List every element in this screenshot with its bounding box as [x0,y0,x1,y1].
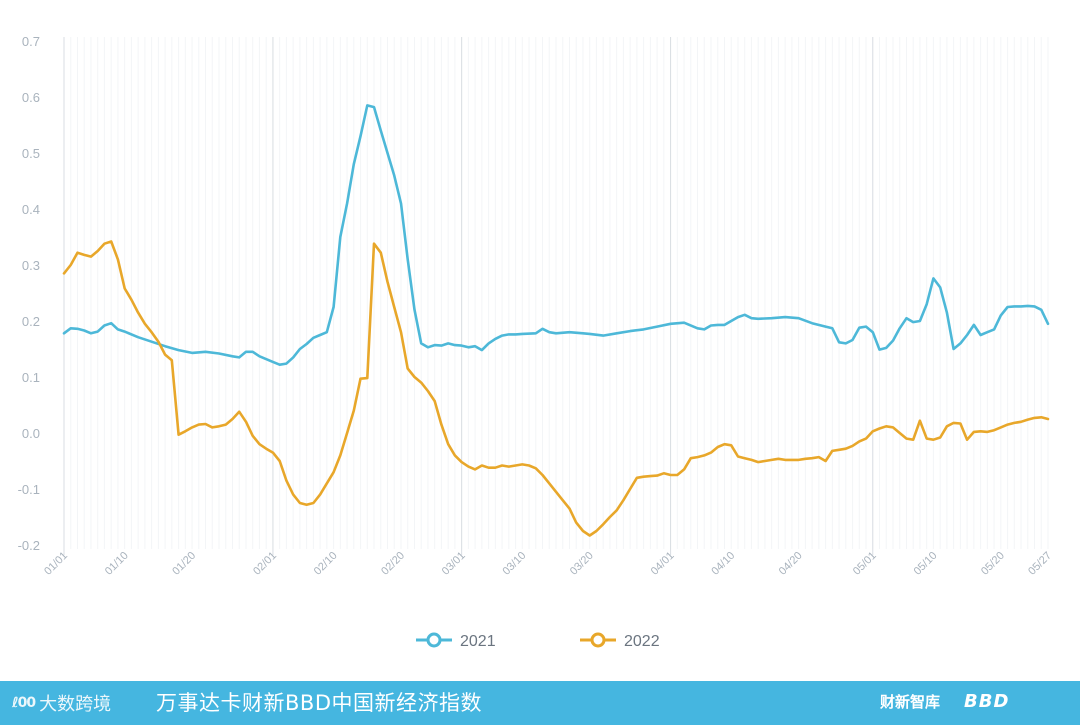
x-tick-label: 04/10 [709,550,737,578]
y-tick-label: 0.1 [22,370,40,385]
logo-mark-icon: ℓ00 [12,695,36,711]
legend-marker-icon [590,632,606,648]
x-tick-label: 03/20 [568,550,596,578]
y-tick-label: 0.5 [22,146,40,161]
legend: 2021 2022 [416,632,660,650]
x-tick-label: 01/10 [103,550,131,578]
x-tick-label: 05/10 [912,550,940,578]
x-axis-ticks: 01/01 01/10 01/20 02/01 02/10 02/20 03/01 03/10… [42,550,1054,578]
x-tick-label: 05/01 [851,550,879,578]
y-tick-label: 0.7 [22,34,40,49]
x-tick-label: 01/01 [42,550,70,578]
legend-item-2022: 2022 [580,632,660,650]
y-tick-label: 0.3 [22,258,40,273]
x-tick-label: 02/01 [251,550,279,578]
footer-logo-text: 大数跨境 [39,694,112,715]
x-tick-label: 04/20 [777,550,805,578]
y-tick-label: 0.2 [22,314,40,329]
y-tick-label: 0.6 [22,90,40,105]
x-tick-label: 04/01 [649,550,677,578]
footer-brand-bbd: BBD [964,691,1010,712]
x-tick-label: 02/10 [312,550,340,578]
y-axis-ticks: 0.7 0.6 0.5 0.4 0.3 0.2 0.1 0.0 -0.1 -0.2 [18,34,40,553]
footer-title: 万事达卡财新BBD中国新经济指数 [156,691,482,715]
series-lines [62,104,1050,537]
y-tick-label: -0.2 [18,538,40,553]
footer-banner: ℓ00 大数跨境 万事达卡财新BBD中国新经济指数 财新智库 BBD [0,681,1080,725]
footer-logo: ℓ00 大数跨境 [12,689,111,717]
x-tick-label: 03/01 [440,550,468,578]
legend-label: 2022 [624,633,660,650]
y-tick-label: 0.0 [22,426,40,441]
footer-brand-caixin: 财新智库 [880,693,941,711]
gridlines [63,37,1049,555]
x-tick-label: 05/20 [979,550,1007,578]
y-tick-label: -0.1 [18,482,40,497]
legend-item-2021: 2021 [416,632,496,650]
y-tick-label: 0.4 [22,202,40,217]
series-line-2021 [62,104,1050,366]
legend-marker-icon [426,632,442,648]
series-line-2022 [62,240,1050,537]
x-tick-label: 03/10 [500,550,528,578]
x-tick-label: 02/20 [379,550,407,578]
line-chart: 0.70.60.50.40.30.20.10.0-0.1-0.2 01/01 01… [18,34,1055,650]
legend-label: 2021 [460,633,496,650]
x-tick-label: 05/27 [1026,550,1054,578]
x-tick-label: 01/20 [170,550,198,578]
